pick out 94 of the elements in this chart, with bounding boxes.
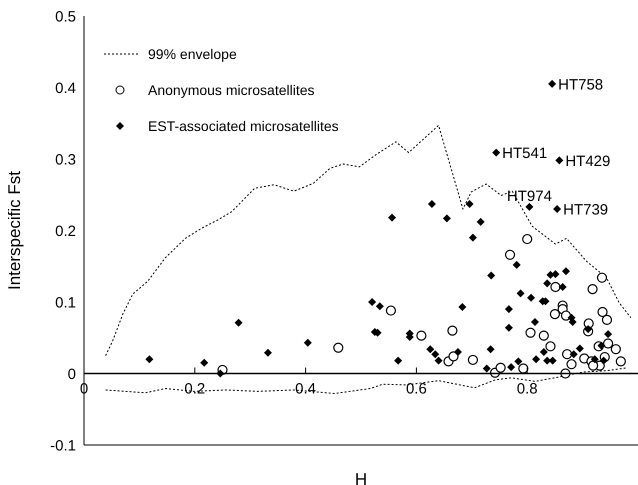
point [333, 342, 344, 353]
point [610, 344, 621, 354]
legend-label: 99% envelope [148, 46, 237, 62]
point [588, 360, 598, 371]
point [428, 200, 436, 208]
point [458, 303, 466, 312]
point [487, 272, 496, 280]
point [476, 218, 485, 226]
point [584, 325, 592, 334]
point [522, 234, 532, 244]
point [560, 310, 572, 321]
point [447, 326, 458, 336]
point [545, 341, 556, 352]
point [597, 342, 606, 350]
point [468, 234, 477, 242]
point [264, 348, 272, 357]
point [602, 338, 614, 349]
point [562, 349, 572, 360]
point [386, 305, 396, 316]
point [512, 260, 521, 269]
point [514, 357, 522, 366]
point [368, 298, 376, 306]
y-tick-label: 0 [68, 366, 76, 383]
point [468, 354, 478, 366]
x-tick-label: 0.2 [184, 380, 206, 398]
point [604, 330, 612, 338]
point [442, 214, 451, 222]
point [538, 330, 549, 341]
point [492, 148, 500, 157]
annotation: HT429 [565, 152, 610, 170]
annotation: HT739 [563, 201, 608, 218]
annotation: HT974 [506, 188, 552, 205]
point [504, 305, 513, 314]
point [548, 356, 557, 365]
x-tick-label: 0.8 [516, 380, 538, 398]
point [540, 348, 548, 356]
point [145, 355, 154, 364]
point [555, 156, 564, 164]
point [616, 356, 626, 366]
point [590, 355, 599, 364]
point [388, 214, 396, 222]
legend-label: Anonymous microsatellites [148, 82, 315, 98]
y-tick-label: 0.5 [55, 8, 76, 26]
point [587, 284, 598, 294]
point [304, 338, 312, 347]
point [486, 345, 495, 354]
y-tick-label: 0.2 [55, 222, 76, 240]
point [504, 250, 516, 260]
annotation: HT541 [502, 144, 548, 162]
point [548, 80, 556, 88]
point [394, 356, 402, 365]
y-tick-label: -0.1 [50, 437, 76, 454]
point [504, 324, 513, 332]
point [543, 279, 552, 288]
x-tick-label: 0.4 [295, 380, 316, 398]
point [431, 350, 440, 358]
point [558, 282, 567, 291]
point [496, 362, 506, 373]
point [426, 345, 434, 354]
point [466, 200, 474, 208]
point [553, 205, 562, 214]
y-tick-label: 0.3 [55, 151, 76, 168]
point [576, 344, 584, 352]
point [507, 363, 516, 372]
point [234, 318, 243, 327]
point [532, 355, 540, 364]
point [525, 328, 536, 338]
point [600, 356, 608, 365]
x-tick-label: 0.6 [406, 380, 427, 398]
point [530, 318, 539, 326]
y-tick-label: 0.4 [55, 80, 76, 97]
point [516, 289, 525, 298]
point [434, 356, 443, 365]
point [550, 309, 560, 320]
x-axis-title: H [354, 470, 368, 485]
point [527, 294, 536, 302]
point [454, 348, 462, 356]
point [376, 302, 384, 310]
y-tick-label: 0.1 [55, 294, 76, 312]
legend-label: EST-associated microsatellites [148, 118, 339, 134]
annotation: HT758 [558, 76, 604, 94]
point [482, 364, 491, 372]
point [596, 272, 608, 283]
y-axis-title: Interspecific Fst [5, 170, 24, 290]
point [518, 363, 528, 374]
point [566, 359, 577, 370]
point [200, 358, 208, 367]
point [597, 306, 608, 318]
point [416, 330, 426, 341]
point [570, 350, 578, 358]
point [525, 202, 534, 211]
point [602, 314, 612, 325]
point [550, 282, 561, 292]
point [562, 267, 570, 276]
